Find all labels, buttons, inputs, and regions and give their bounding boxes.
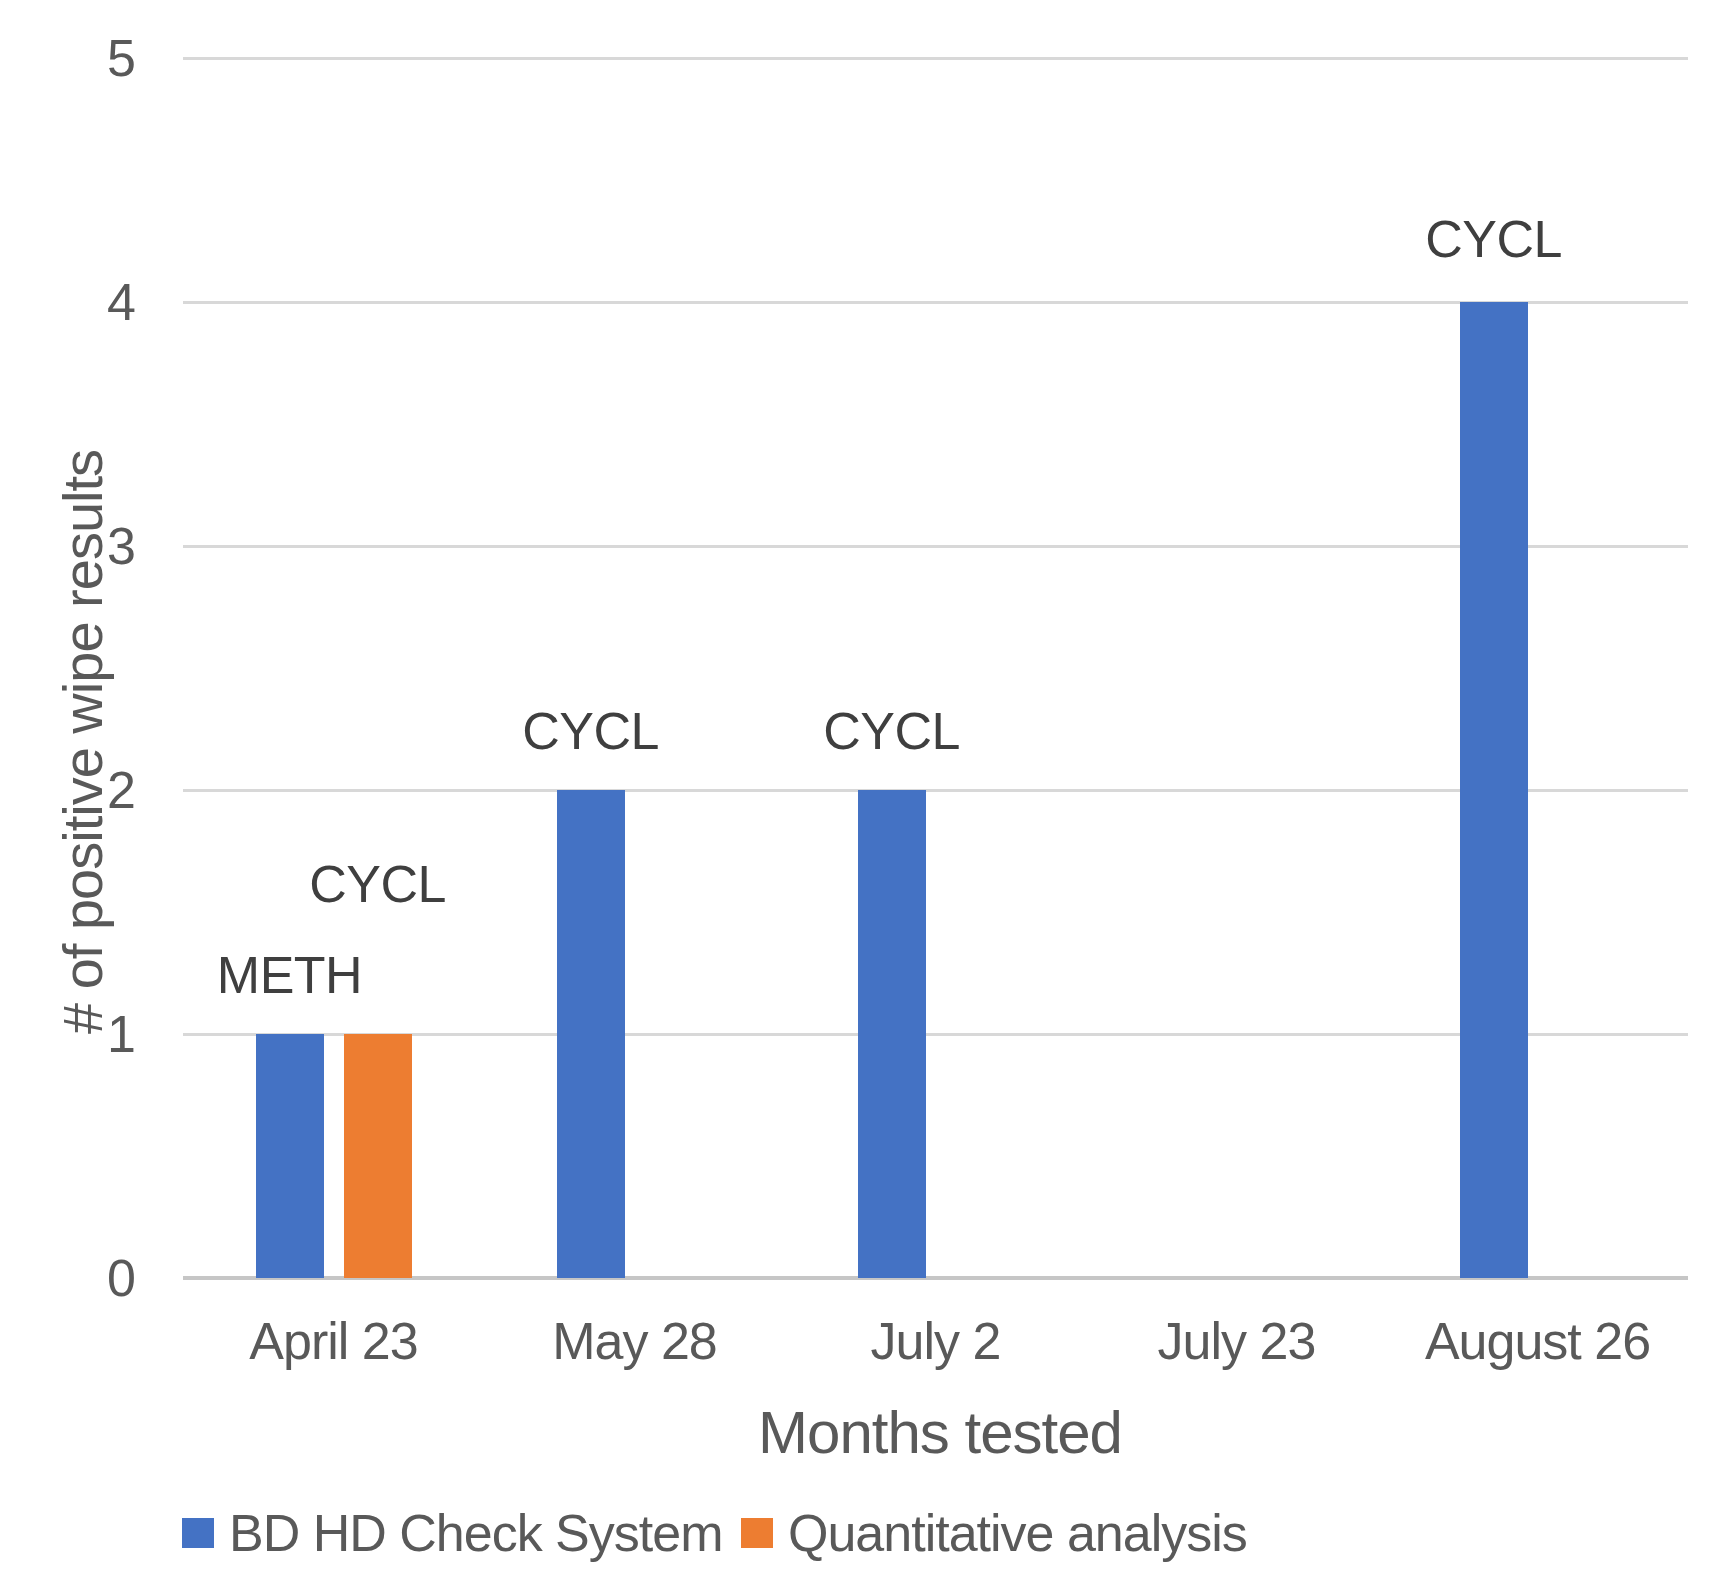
bar-data-label: CYCL: [522, 704, 659, 758]
y-tick-label: 3: [5, 514, 135, 578]
x-tick-label: May 28: [484, 1312, 785, 1370]
x-tick-label: April 23: [183, 1312, 484, 1370]
bar-data-label: CYCL: [823, 704, 960, 758]
bar-bd-hd-check-system: [858, 790, 926, 1278]
x-tick-label: July 23: [1086, 1312, 1387, 1370]
bar-data-label: METH: [217, 948, 362, 1002]
legend-label: BD HD Check System: [229, 1503, 722, 1563]
legend-item: Quantitative analysis: [741, 1505, 1247, 1561]
legend-swatch-icon: [741, 1518, 773, 1548]
y-tick-label: 1: [5, 1002, 135, 1066]
x-tick-label: August 26: [1387, 1312, 1688, 1370]
legend-label: Quantitative analysis: [788, 1503, 1247, 1563]
bar-bd-hd-check-system: [1460, 302, 1528, 1278]
y-tick-label: 4: [5, 270, 135, 334]
y-tick-label: 5: [5, 26, 135, 90]
bar-data-label: CYCL: [1425, 212, 1562, 266]
gridline: [183, 57, 1688, 60]
legend-swatch-icon: [182, 1518, 214, 1548]
legend-item: BD HD Check System: [182, 1505, 722, 1561]
bar-chart: # of positive wipe results 012345April 2…: [0, 0, 1716, 1594]
y-tick-label: 0: [5, 1246, 135, 1310]
y-tick-label: 2: [5, 758, 135, 822]
bar-bd-hd-check-system: [557, 790, 625, 1278]
x-tick-label: July 2: [785, 1312, 1086, 1370]
bar-bd-hd-check-system: [256, 1034, 324, 1278]
plot-area: 0 1 2 3 4 5 April 23May 28July 2July 23August …: [0, 0, 1716, 1594]
bar-data-label: CYCL: [309, 857, 446, 911]
bar-quantitative-analysis: [344, 1034, 412, 1278]
x-axis-title: Months tested: [758, 1398, 1122, 1467]
